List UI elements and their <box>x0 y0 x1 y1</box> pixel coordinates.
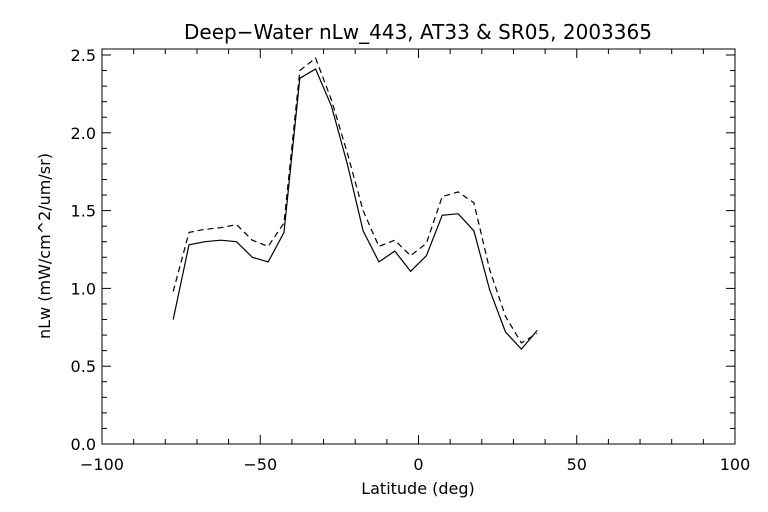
x-tick-label: −50 <box>243 455 277 474</box>
y-tick-label: 0.0 <box>71 435 96 454</box>
x-tick-label: 0 <box>413 455 423 474</box>
x-tick-label: 50 <box>567 455 587 474</box>
x-axis: −100 −50 0 50 100 <box>80 49 750 474</box>
y-tick-label: 1.5 <box>71 202 96 221</box>
chart-title: Deep−Water nLw_443, AT33 & SR05, 2003365 <box>184 20 652 44</box>
x-tick-label: −100 <box>80 455 124 474</box>
x-axis-label: Latitude (deg) <box>361 479 475 498</box>
y-tick-label: 1.0 <box>71 279 96 298</box>
series-line-solid <box>172 68 538 351</box>
y-axis: 0.0 0.5 1.0 1.5 2.0 2.5 <box>71 46 735 454</box>
series-line-dashed <box>172 57 538 344</box>
y-tick-label: 2.0 <box>71 124 96 143</box>
y-tick-label: 0.5 <box>71 357 96 376</box>
y-axis-label: nLw (mW/cm^2/um/sr) <box>35 153 54 339</box>
y-tick-label: 2.5 <box>71 46 96 65</box>
x-tick-label: 100 <box>720 455 751 474</box>
series-group <box>172 57 538 351</box>
plot-frame <box>101 48 736 445</box>
